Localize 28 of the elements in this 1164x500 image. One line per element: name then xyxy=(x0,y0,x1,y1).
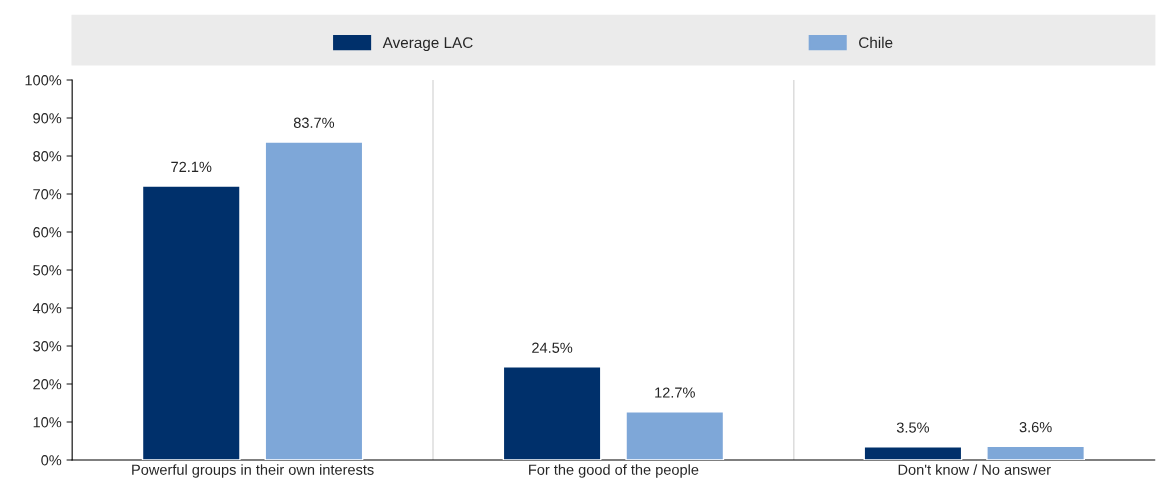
y-tick-label: 60% xyxy=(33,227,62,238)
bar xyxy=(863,446,963,460)
y-tick-label: 70% xyxy=(33,189,62,200)
y-tick-label: 90% xyxy=(33,113,62,124)
data-label: 24.5% xyxy=(532,342,573,353)
data-label: 3.5% xyxy=(896,422,930,433)
y-tick-label: 100% xyxy=(25,75,62,86)
y-tick-label: 0% xyxy=(41,455,62,466)
data-label: 72.1% xyxy=(171,161,212,172)
bar xyxy=(625,411,725,460)
y-tick-label: 50% xyxy=(33,265,62,276)
bar xyxy=(141,185,241,460)
y-tick-label: 10% xyxy=(33,417,62,428)
bar xyxy=(502,366,602,460)
data-label: 83.7% xyxy=(293,117,335,128)
bar xyxy=(264,141,364,460)
legend-label: Chile xyxy=(859,36,893,49)
y-tick-label: 20% xyxy=(33,379,62,390)
y-tick-label: 80% xyxy=(33,151,62,162)
x-tick-label: Don't know / No answer xyxy=(898,464,1051,475)
x-tick-label: For the good of the people xyxy=(529,464,699,478)
data-label: 12.7% xyxy=(655,387,695,398)
y-tick-label: 30% xyxy=(33,341,62,352)
data-label: 3.6% xyxy=(1019,422,1052,433)
legend-label: Average LAC xyxy=(382,37,473,52)
y-tick-label: 40% xyxy=(32,303,62,314)
bar xyxy=(986,445,1086,460)
x-tick-label: Powerful groups in their own interests xyxy=(132,464,374,478)
